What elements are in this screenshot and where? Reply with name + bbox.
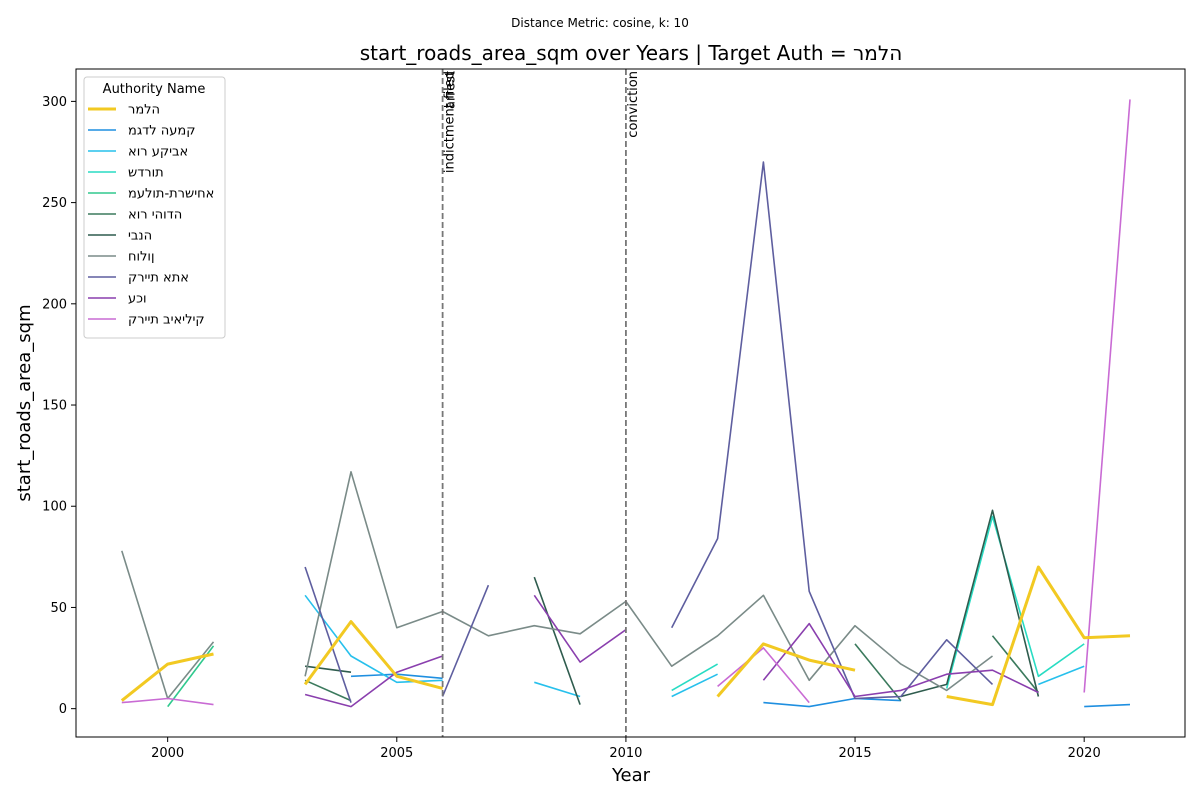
legend-label: הלמר (128, 103, 160, 118)
series-segment (946, 565, 1131, 707)
chart-suptitle: Distance Metric: cosine, k: 10 (511, 16, 689, 30)
event-label: arrest (444, 71, 459, 109)
y-tick-label: 250 (42, 196, 67, 211)
series-segment (1038, 665, 1085, 686)
y-tick-label: 50 (50, 601, 67, 616)
plot-frame (75, 68, 1186, 738)
x-tick-label: 2010 (609, 746, 642, 761)
series-segment (304, 470, 993, 692)
x-tick-label: 2005 (380, 746, 413, 761)
series-segment (900, 509, 1040, 698)
series-segment (534, 681, 581, 698)
y-tick-label: 0 (59, 702, 67, 717)
series-segment (304, 679, 352, 702)
x-axis-label: Year (611, 765, 651, 786)
legend-label: וכע (128, 292, 147, 307)
legend-label: קיליאיב תיירק (128, 313, 205, 328)
series-segment (533, 594, 627, 663)
series-segment (762, 622, 1039, 698)
legend-title: Authority Name (103, 82, 206, 97)
series-segment (304, 566, 352, 703)
legend-label: אביקע רוא (128, 145, 188, 160)
series-segment (441, 584, 490, 697)
legend: Authority Name הלמר קמעה לדגמ אביקע רוא תורד… (83, 76, 226, 339)
series-line (304, 509, 1040, 705)
series-layer (120, 99, 1131, 708)
legend-label: אתא תיירק (128, 271, 189, 286)
chart-title: start_roads_area_sqm over Years | Target… (360, 41, 903, 65)
x-axis: 2000 2005 2010 2015 2020 (151, 737, 1101, 761)
series-line (304, 161, 994, 703)
series-segment (121, 697, 214, 706)
series-segment (1083, 99, 1131, 693)
series-segment (303, 620, 443, 690)
y-tick-label: 100 (42, 500, 67, 515)
series-line (120, 565, 1131, 707)
series-segment (991, 635, 1040, 694)
plot-area (76, 69, 1185, 737)
y-axis-label: start_roads_area_sqm (14, 304, 35, 501)
y-tick-label: 200 (42, 297, 67, 312)
event-label: conviction (626, 71, 641, 138)
event-label: indictment filed (443, 71, 458, 173)
x-tick-label: 2000 (151, 746, 184, 761)
legend-label: ןולוח (128, 250, 155, 265)
y-axis: 0 50 100 150 200 250 300 (42, 95, 76, 717)
y-tick-label: 150 (42, 399, 67, 414)
series-segment (120, 652, 214, 702)
series-segment (533, 576, 581, 705)
series-segment (304, 655, 443, 708)
legend-label: אחישרת-תולעמ (128, 187, 214, 202)
series-segment (763, 697, 901, 708)
series-segment (671, 663, 718, 692)
legend-label: הנבי (128, 229, 152, 244)
series-segment (717, 647, 810, 704)
series-segment (671, 673, 718, 698)
series-segment (716, 642, 856, 698)
series-segment (945, 515, 1085, 689)
series-segment (304, 665, 352, 673)
series-line (121, 99, 1131, 706)
series-segment (670, 161, 994, 700)
x-tick-label: 2015 (839, 746, 872, 761)
legend-label: הדוהי רוא (128, 208, 182, 223)
series-segment (1084, 703, 1131, 708)
y-tick-label: 300 (42, 95, 67, 110)
series-line (671, 515, 1085, 692)
legend-label: קמעה לדגמ (128, 124, 196, 139)
legend-label: תורדש (128, 166, 164, 181)
series-line (304, 594, 1039, 708)
legend-box (83, 76, 226, 339)
x-tick-label: 2020 (1068, 746, 1101, 761)
